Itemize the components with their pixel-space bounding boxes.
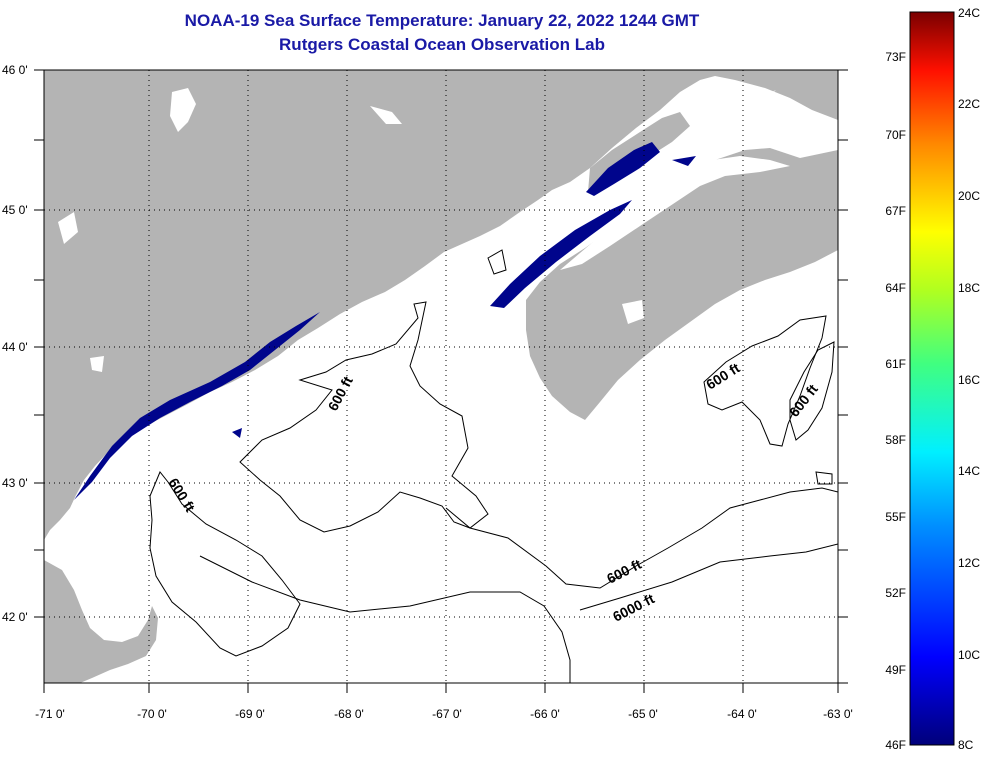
y-tick-label: 45 0' — [2, 203, 28, 217]
contour-600ft-georges — [445, 487, 838, 589]
contour-600ft-island — [487, 249, 507, 275]
celsius-label: 12C — [958, 556, 980, 570]
celsius-label: 20C — [958, 189, 980, 203]
fahrenheit-label: 46F — [885, 738, 906, 752]
contour-6000ft-east — [579, 543, 838, 611]
celsius-label: 10C — [958, 648, 980, 662]
land-nova-scotia — [526, 148, 838, 420]
celsius-label: 18C — [958, 281, 980, 295]
inland-lake — [58, 212, 78, 244]
cold-water-maine-coast — [74, 312, 320, 500]
land-new-england — [44, 70, 838, 540]
x-tick-label: -69 0' — [235, 707, 265, 721]
fahrenheit-label: 52F — [885, 586, 906, 600]
contour-600ft-central — [239, 301, 489, 533]
y-tick-label: 46 0' — [2, 63, 28, 77]
inland-lake — [370, 106, 402, 124]
x-tick-label: -68 0' — [334, 707, 364, 721]
celsius-label: 22C — [958, 97, 980, 111]
fahrenheit-label: 73F — [885, 50, 906, 64]
y-axis-labels: 46 0' 45 0' 44 0' 43 0' 42 0' — [2, 63, 28, 624]
land-cape-cod — [44, 560, 158, 683]
x-tick-label: -64 0' — [727, 707, 757, 721]
contour-600ft-scotian — [789, 341, 835, 441]
tick-marks — [34, 69, 848, 693]
cold-water-minas — [586, 142, 660, 196]
fahrenheit-label: 61F — [885, 357, 906, 371]
colorbar — [909, 11, 955, 746]
x-tick-label: -65 0' — [628, 707, 658, 721]
fahrenheit-label: 49F — [885, 663, 906, 677]
colorbar-celsius-labels: 24C 22C 20C 18C 16C 14C 12C 10C 8C — [958, 6, 980, 752]
fahrenheit-label: 64F — [885, 281, 906, 295]
contour-600ft-east — [703, 315, 827, 447]
cold-water-patch — [672, 156, 696, 166]
contour-6000ft — [199, 555, 571, 683]
title-line-2: Rutgers Coastal Ocean Observation Lab — [279, 35, 605, 54]
celsius-label: 16C — [958, 373, 980, 387]
colorbar-fahrenheit-labels: 73F 70F 67F 64F 61F 58F 55F 52F 49F 46F — [885, 50, 906, 752]
y-tick-label: 42 0' — [2, 610, 28, 624]
title-line-1: NOAA-19 Sea Surface Temperature: January… — [184, 11, 700, 30]
fahrenheit-label: 70F — [885, 128, 906, 142]
bay-of-fundy-water — [560, 156, 790, 270]
graticule — [44, 70, 838, 683]
celsius-label: 14C — [958, 464, 980, 478]
fahrenheit-label: 58F — [885, 433, 906, 447]
y-tick-label: 44 0' — [2, 340, 28, 354]
x-tick-label: -67 0' — [432, 707, 462, 721]
x-tick-label: -71 0' — [35, 707, 65, 721]
celsius-label: 8C — [958, 738, 974, 752]
inland-lake — [170, 88, 196, 132]
x-tick-label: -70 0' — [137, 707, 167, 721]
cold-water-patch — [232, 428, 242, 438]
contour-lines — [149, 249, 838, 683]
celsius-label: 24C — [958, 6, 980, 20]
contour-600ft-west — [149, 471, 301, 657]
inland-lake — [90, 356, 104, 372]
inland-lake — [734, 86, 776, 104]
x-tick-label: -63 0' — [823, 707, 853, 721]
map-frame — [43, 69, 839, 684]
contour-600ft-small — [815, 471, 833, 485]
fahrenheit-label: 67F — [885, 204, 906, 218]
y-tick-label: 43 0' — [2, 476, 28, 490]
fahrenheit-label: 55F — [885, 510, 906, 524]
inland-lake — [622, 300, 644, 324]
cold-water-fundy — [490, 200, 632, 308]
x-axis-labels: -71 0' -70 0' -69 0' -68 0' -67 0' -66 0… — [35, 707, 853, 721]
x-tick-label: -66 0' — [530, 707, 560, 721]
